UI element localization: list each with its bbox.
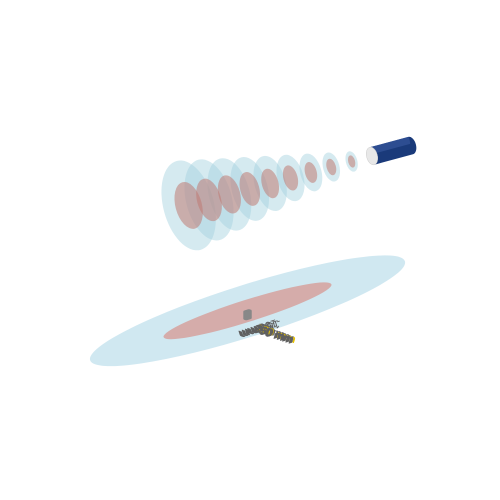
- beam-cone: [152, 149, 376, 256]
- beam-diagram: -100 mm-50 mm0 mm50 mm100 mm0 mm50 mm100…: [0, 0, 500, 500]
- diagram-root: -100 mm-50 mm0 mm50 mm100 mm0 mm50 mm100…: [0, 0, 500, 500]
- grid: [244, 310, 251, 320]
- sensor: [364, 135, 418, 166]
